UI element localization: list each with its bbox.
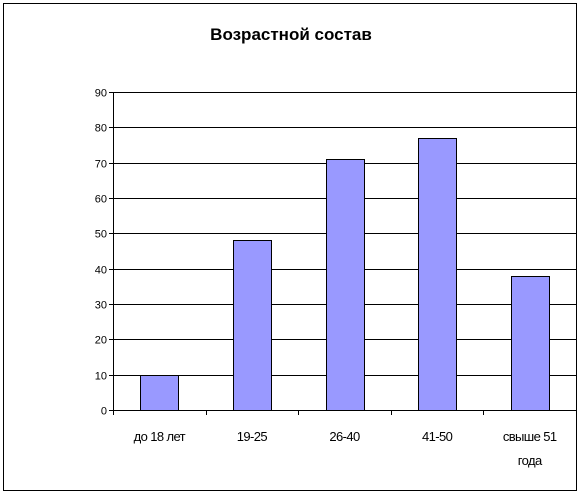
y-tick-label-40: 40 xyxy=(95,265,107,277)
x-category-label-2: 26-40 xyxy=(329,429,360,444)
y-tick-label-30: 30 xyxy=(95,300,107,312)
y-tick-label-0: 0 xyxy=(101,406,107,418)
chart-frame xyxy=(3,3,577,491)
x-category-label-3: 41-50 xyxy=(422,429,453,444)
x-category-label-4-line-1: года xyxy=(518,453,543,468)
bar-2 xyxy=(326,159,365,411)
y-tick-label-20: 20 xyxy=(95,335,107,347)
chart-title: Возрастной состав xyxy=(210,25,372,44)
bar-3 xyxy=(418,138,457,411)
x-category-label-4: свыше 51 xyxy=(503,429,557,444)
bar-1 xyxy=(233,240,272,411)
y-tick-label-50: 50 xyxy=(95,229,107,241)
y-tick-label-90: 90 xyxy=(95,88,107,100)
y-tick-label-70: 70 xyxy=(95,159,107,171)
y-tick-label-60: 60 xyxy=(95,194,107,206)
x-category-label-0: до 18 лет xyxy=(134,429,186,444)
y-tick-label-10: 10 xyxy=(95,371,107,383)
bar-4 xyxy=(511,276,550,411)
bar-0 xyxy=(140,375,179,411)
x-category-label-1: 19-25 xyxy=(237,429,268,444)
y-tick-label-80: 80 xyxy=(95,123,107,135)
